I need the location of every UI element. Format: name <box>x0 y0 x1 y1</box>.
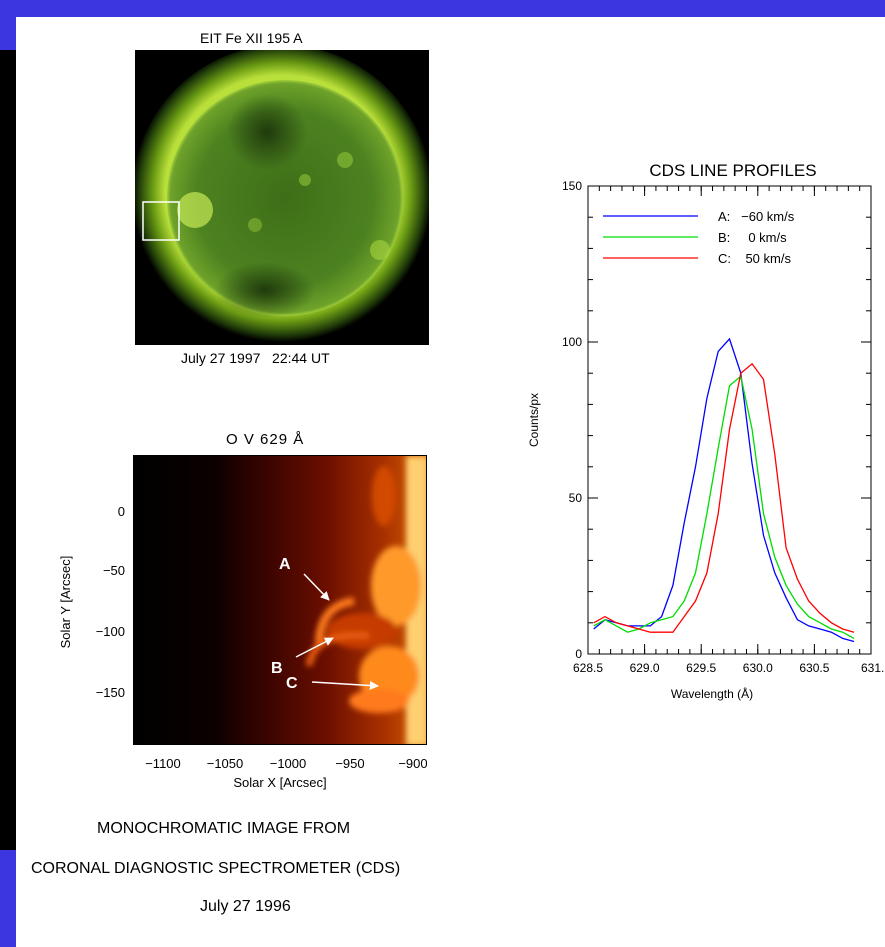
series-line-2 <box>593 362 855 633</box>
region-box <box>142 201 180 241</box>
y-tick-label: 0 <box>575 647 582 661</box>
ov-xtick: −1000 <box>270 756 307 771</box>
y-tick-label: 50 <box>569 491 583 505</box>
series-line-0 <box>593 337 855 643</box>
y-tick-label: 100 <box>562 335 582 349</box>
legend-label-0: A: −60 km/s <box>718 209 795 224</box>
x-tick-label: 630.5 <box>799 661 829 675</box>
footer-line3: July 27 1996 <box>200 898 291 915</box>
ov-xtick: −1100 <box>145 756 181 771</box>
series-line-1 <box>593 375 855 639</box>
y-tick-label: 150 <box>562 179 582 193</box>
chart-ylabel: Counts/px <box>527 393 541 447</box>
ov-xtick: −900 <box>398 756 427 771</box>
footer-line2: CORONAL DIAGNOSTIC SPECTROMETER (CDS) <box>31 860 401 877</box>
chart-title: CDS LINE PROFILES <box>649 161 816 180</box>
arrow-c <box>311 681 379 691</box>
x-tick-label: 628.5 <box>573 661 603 675</box>
label-c: C <box>286 675 298 692</box>
x-tick-label: 630.0 <box>743 661 773 675</box>
ov-spectroheliogram <box>133 455 427 745</box>
ov-ytick: 0 <box>118 504 125 519</box>
eit-caption: July 27 1997 22:44 UT <box>181 350 330 366</box>
x-tick-label: 629.0 <box>630 661 660 675</box>
arrow-b <box>295 637 334 658</box>
legend-label-2: C: 50 km/s <box>718 251 791 266</box>
x-tick-label: 631. <box>861 661 884 675</box>
ov-ytick: −150 <box>96 685 125 700</box>
ov-xtick: −1050 <box>207 756 244 771</box>
label-a: A <box>279 556 291 573</box>
arrow-a <box>303 573 330 601</box>
left-black-bar <box>0 50 16 850</box>
chart-xlabel: Wavelength (Å) <box>671 686 753 701</box>
ov-ylabel: Solar Y [Arcsec] <box>58 556 73 649</box>
x-tick-label: 629.5 <box>686 661 716 675</box>
ov-ytick: −100 <box>96 624 125 639</box>
plot-frame <box>587 185 872 655</box>
footer-line1: MONOCHROMATIC IMAGE FROM <box>97 820 351 837</box>
eit-title: EIT Fe XII 195 A <box>200 30 303 46</box>
ov-title: O V 629 Å <box>226 431 305 448</box>
ov-xtick: −950 <box>335 756 364 771</box>
eit-sun-image <box>135 50 429 345</box>
ov-xlabel: Solar X [Arcsec] <box>233 775 326 790</box>
label-b: B <box>271 660 283 677</box>
ov-ytick: −50 <box>103 563 125 578</box>
legend-label-1: B: 0 km/s <box>718 230 787 245</box>
